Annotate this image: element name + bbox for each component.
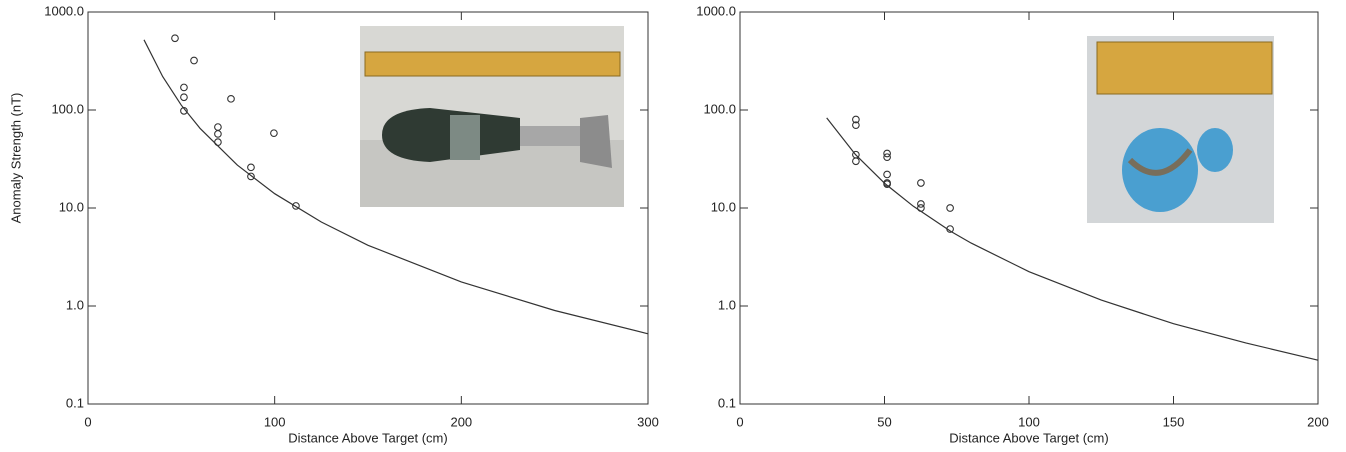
data-point xyxy=(883,153,891,162)
x-tick-label: 50 xyxy=(877,414,891,429)
data-point xyxy=(946,204,954,212)
data-point xyxy=(227,94,235,103)
data-point xyxy=(292,202,300,210)
data-point xyxy=(852,121,860,130)
data-point xyxy=(247,163,255,172)
y-tick-label: 100.0 xyxy=(703,101,736,116)
data-point xyxy=(171,34,179,43)
data-point xyxy=(270,129,278,138)
y-tick-label: 10.0 xyxy=(59,199,84,214)
y-tick-label: 1.0 xyxy=(718,297,736,312)
photo-mortar xyxy=(360,26,624,207)
x-axis-label: Distance Above Target (cm) xyxy=(949,430,1108,445)
x-tick-label: 0 xyxy=(84,414,91,429)
x-tick-label: 100 xyxy=(1018,414,1040,429)
y-tick-label: 1.0 xyxy=(66,297,84,312)
y-tick-label: 10.0 xyxy=(711,199,736,214)
x-tick-label: 200 xyxy=(450,414,472,429)
x-tick-label: 300 xyxy=(637,414,659,429)
data-point xyxy=(883,170,891,179)
data-point xyxy=(883,149,891,158)
model-curve xyxy=(826,117,1319,361)
x-axis-label: Distance Above Target (cm) xyxy=(288,430,447,445)
data-point xyxy=(852,115,860,124)
data-point xyxy=(180,83,188,92)
data-point xyxy=(180,93,188,102)
y-tick-label: 1000.0 xyxy=(696,3,736,18)
x-tick-label: 150 xyxy=(1163,414,1185,429)
x-tick-label: 0 xyxy=(736,414,743,429)
model-curve xyxy=(143,39,649,335)
data-point xyxy=(214,123,222,131)
data-point xyxy=(917,179,925,187)
data-point xyxy=(214,130,222,138)
data-point xyxy=(917,200,925,208)
y-tick-label: 100.0 xyxy=(51,101,84,116)
data-point xyxy=(852,157,860,166)
x-tick-label: 100 xyxy=(264,414,286,429)
y-tick-label: 0.1 xyxy=(66,395,84,410)
y-tick-label: 0.1 xyxy=(718,395,736,410)
y-axis-label: Anomaly Strength (nT) xyxy=(8,93,23,224)
photo-grenade xyxy=(1087,36,1274,223)
data-point xyxy=(247,172,255,181)
y-tick-label: 1000.0 xyxy=(44,3,84,18)
data-point xyxy=(883,180,891,189)
data-point xyxy=(190,56,198,65)
x-tick-label: 200 xyxy=(1307,414,1329,429)
